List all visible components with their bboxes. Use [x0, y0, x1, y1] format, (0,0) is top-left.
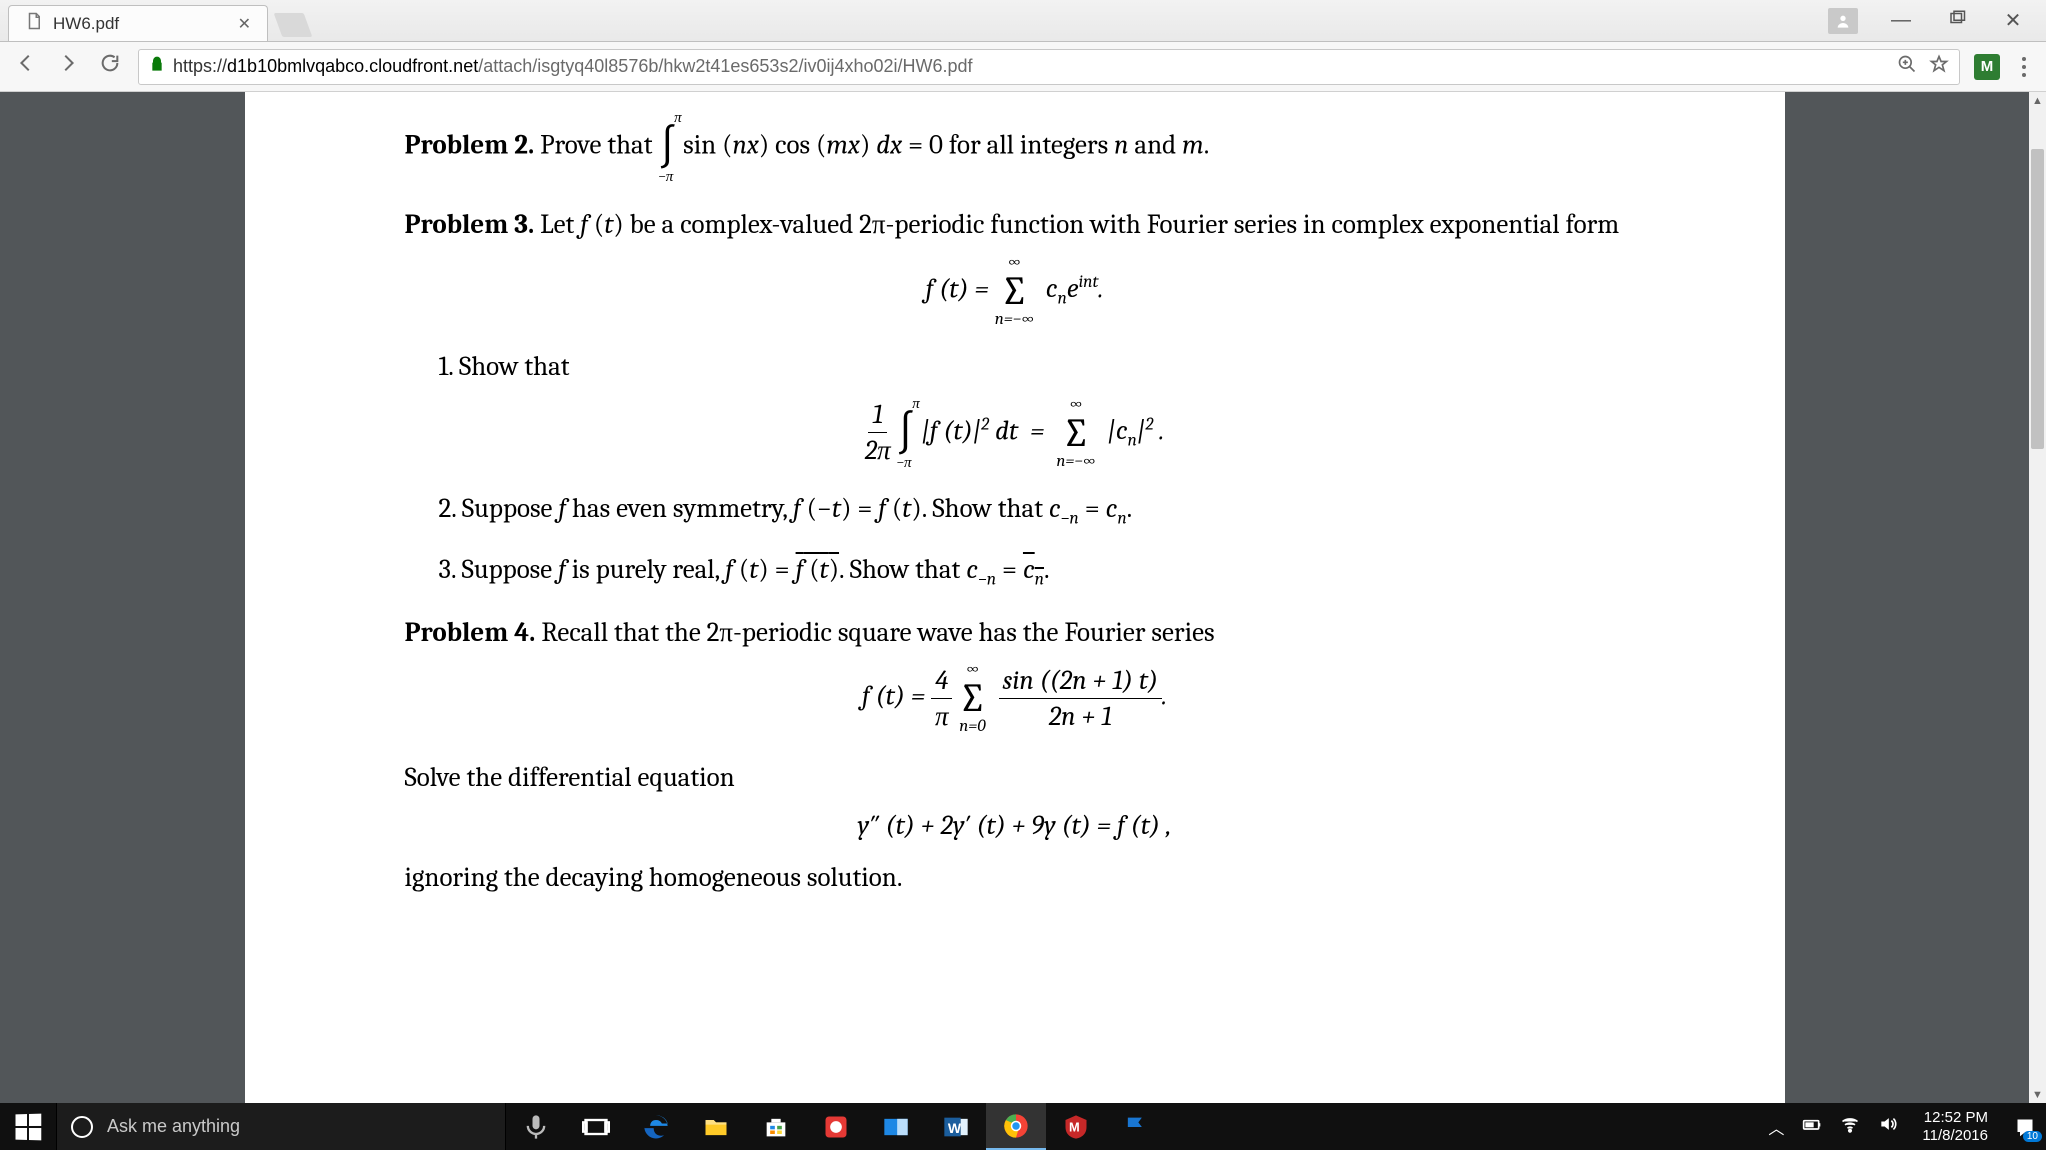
scroll-down-icon[interactable]: ▼ — [2029, 1086, 2046, 1103]
subitem-3-b: is purely real, — [566, 554, 726, 585]
start-button[interactable] — [0, 1114, 56, 1140]
scroll-track[interactable] — [2029, 109, 2046, 1086]
tab-title: HW6.pdf — [53, 14, 228, 34]
mcafee-icon[interactable]: M — [1046, 1103, 1106, 1150]
window-controls: — ✕ — [1828, 0, 2046, 41]
url-scheme: https:// — [173, 56, 227, 76]
battery-icon[interactable] — [1802, 1114, 1822, 1139]
browser-tab-active[interactable]: HW6.pdf ✕ — [8, 5, 268, 41]
solve-text: Solve the differential equation — [405, 759, 1625, 797]
url-text: https://d1b10bmlvqabco.cloudfront.net/at… — [173, 56, 1889, 77]
problem-4-text: Recall that the 2π-periodic square wave … — [535, 617, 1214, 648]
back-button[interactable] — [12, 52, 40, 81]
forward-button[interactable] — [54, 52, 82, 81]
pdf-viewport: Problem 2. Prove that π∫−π sin (nx) cos … — [0, 92, 2029, 1103]
chrome-menu-icon[interactable] — [2014, 57, 2034, 77]
problem-3: Problem 3. Let f (t) be a complex-valued… — [405, 206, 1625, 244]
taskbar-search[interactable]: Ask me anything — [56, 1103, 506, 1150]
cortana-icon — [71, 1116, 93, 1138]
taskbar-clock[interactable]: 12:52 PM 11/8/2016 — [1916, 1109, 1994, 1144]
problem-3-rest: be a complex-valued 2π-periodic function… — [624, 209, 1620, 240]
subitem-2-a: 2. Suppose — [439, 493, 559, 524]
problem-4: Problem 4. Recall that the 2π-periodic s… — [405, 614, 1625, 652]
edge-icon[interactable] — [626, 1103, 686, 1150]
reload-button[interactable] — [96, 52, 124, 81]
app-red-icon[interactable] — [806, 1103, 866, 1150]
extension-badge[interactable]: M — [1974, 54, 2000, 80]
problem-2-label: Problem 2. — [405, 129, 535, 160]
problem-3-text: Let — [534, 209, 580, 240]
subitem-3-a: 3. Suppose — [439, 554, 559, 585]
equation-parseval: 12π π∫−π |f (t)|2 dt = ∞∑n=−∞ |cn|2 . — [405, 396, 1625, 470]
problem-2-tail: for all integers — [943, 129, 1114, 160]
svg-text:W: W — [948, 1119, 962, 1135]
search-placeholder: Ask me anything — [107, 1116, 240, 1137]
app-flag-icon[interactable] — [1106, 1103, 1166, 1150]
word-icon[interactable]: W — [926, 1103, 986, 1150]
task-view-icon[interactable] — [566, 1103, 626, 1150]
equation-fourier-series: f (t) = ∞∑n=−∞ cneint. — [405, 254, 1625, 328]
problem-2-text: Prove that — [534, 129, 658, 160]
system-tray: ︿ 12:52 PM 11/8/2016 10 — [1768, 1103, 2046, 1150]
subitem-2-c: . Show that — [922, 493, 1049, 524]
subitem-2: 2. Suppose f has even symmetry, f (−t) =… — [439, 490, 1625, 531]
minimize-icon[interactable]: — — [1888, 9, 1914, 32]
tray-chevron-icon[interactable]: ︿ — [1768, 1115, 1784, 1139]
pdf-page: Problem 2. Prove that π∫−π sin (nx) cos … — [245, 92, 1785, 1103]
windows-logo-icon — [16, 1113, 42, 1140]
problem-3-label: Problem 3. — [405, 209, 535, 240]
app-blue-icon[interactable] — [866, 1103, 926, 1150]
close-window-icon[interactable]: ✕ — [2000, 8, 2026, 33]
tab-close-icon[interactable]: ✕ — [238, 14, 251, 34]
notif-badge: 10 — [2023, 1131, 2042, 1142]
notifications-icon[interactable]: 10 — [2012, 1114, 2038, 1140]
chrome-icon[interactable] — [986, 1103, 1046, 1150]
zoom-icon[interactable] — [1897, 54, 1917, 79]
scroll-up-icon[interactable]: ▲ — [2029, 92, 2046, 109]
subitem-2-b: has even symmetry, — [566, 493, 793, 524]
document-icon — [25, 12, 43, 35]
file-explorer-icon[interactable] — [686, 1103, 746, 1150]
wifi-icon[interactable] — [1840, 1114, 1860, 1139]
vertical-scrollbar[interactable]: ▲ ▼ — [2029, 92, 2046, 1103]
lock-icon — [149, 56, 165, 77]
taskbar-apps: W M — [506, 1103, 1166, 1150]
store-icon[interactable] — [746, 1103, 806, 1150]
clock-date: 11/8/2016 — [1922, 1127, 1988, 1144]
subitem-3-c: . Show that — [839, 554, 966, 585]
account-icon[interactable] — [1828, 8, 1858, 34]
clock-time: 12:52 PM — [1924, 1109, 1988, 1126]
url-path: /attach/isgtyq40l8576b/hkw2t41es653s2/iv… — [478, 56, 972, 76]
browser-navbar: https://d1b10bmlvqabco.cloudfront.net/at… — [0, 42, 2046, 92]
problem-2-tail2: and — [1128, 129, 1182, 160]
subitem-1: 1. Show that — [439, 348, 1625, 386]
problem-2: Problem 2. Prove that π∫−π sin (nx) cos … — [405, 110, 1625, 184]
maximize-icon[interactable] — [1944, 9, 1970, 33]
mic-icon[interactable] — [506, 1103, 566, 1150]
star-icon[interactable] — [1929, 54, 1949, 79]
address-bar[interactable]: https://d1b10bmlvqabco.cloudfront.net/at… — [138, 49, 1960, 85]
ignoring-text: ignoring the decaying homogeneous soluti… — [405, 859, 1625, 897]
equation-ode: y″ (t) + 2y′ (t) + 9y (t) = f (t) , — [405, 807, 1625, 845]
svg-text:M: M — [1069, 1119, 1080, 1134]
scroll-thumb[interactable] — [2031, 149, 2044, 449]
subitem-3: 3. Suppose f is purely real, f (t) = f (… — [439, 551, 1625, 592]
taskbar: Ask me anything W M ︿ 12:52 PM 11/8/2016… — [0, 1103, 2046, 1150]
url-host: d1b10bmlvqabco.cloudfront.net — [227, 56, 478, 76]
browser-tabbar: HW6.pdf ✕ — ✕ — [0, 0, 2046, 42]
new-tab-button[interactable] — [274, 13, 313, 37]
volume-icon[interactable] — [1878, 1114, 1898, 1139]
equation-square-wave: f (t) = 4π ∞∑n=0 sin ((2n + 1) t)2n + 1. — [405, 661, 1625, 735]
problem-4-label: Problem 4. — [405, 617, 536, 648]
